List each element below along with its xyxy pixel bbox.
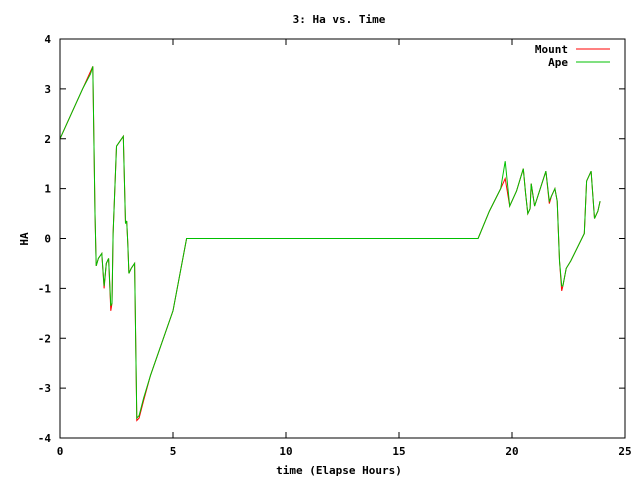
chart-title: 3: Ha vs. Time bbox=[293, 13, 386, 26]
y-tick-label: 4 bbox=[44, 33, 51, 46]
x-tick-label: 0 bbox=[57, 445, 64, 458]
y-tick-label: 0 bbox=[44, 233, 51, 246]
y-tick-label: 3 bbox=[44, 83, 51, 96]
y-tick-label: -4 bbox=[38, 432, 52, 445]
y-tick-label: 1 bbox=[44, 183, 51, 196]
x-tick-label: 25 bbox=[618, 445, 631, 458]
x-tick-label: 10 bbox=[279, 445, 292, 458]
x-tick-label: 15 bbox=[392, 445, 405, 458]
series-line-ape bbox=[59, 66, 601, 420]
legend-label-mount: Mount bbox=[535, 43, 568, 56]
legend-label-ape: Ape bbox=[548, 56, 568, 69]
series-line-mount bbox=[59, 66, 601, 422]
y-tick-label: -1 bbox=[38, 282, 52, 295]
axis-ticks: 0 5 10 15 20 25 -4 -3 -2 -1 0 1 2 3 4 bbox=[38, 33, 632, 458]
x-tick-label: 5 bbox=[170, 445, 177, 458]
y-tick-label: 2 bbox=[44, 133, 51, 146]
plot-frame bbox=[59, 38, 626, 439]
y-tick-label: -3 bbox=[38, 382, 51, 395]
x-tick-label: 20 bbox=[505, 445, 518, 458]
y-tick-label: -2 bbox=[38, 332, 51, 345]
series-lines bbox=[59, 66, 601, 422]
y-axis-label: HA bbox=[18, 232, 31, 246]
x-axis-label: time (Elapse Hours) bbox=[276, 464, 402, 477]
